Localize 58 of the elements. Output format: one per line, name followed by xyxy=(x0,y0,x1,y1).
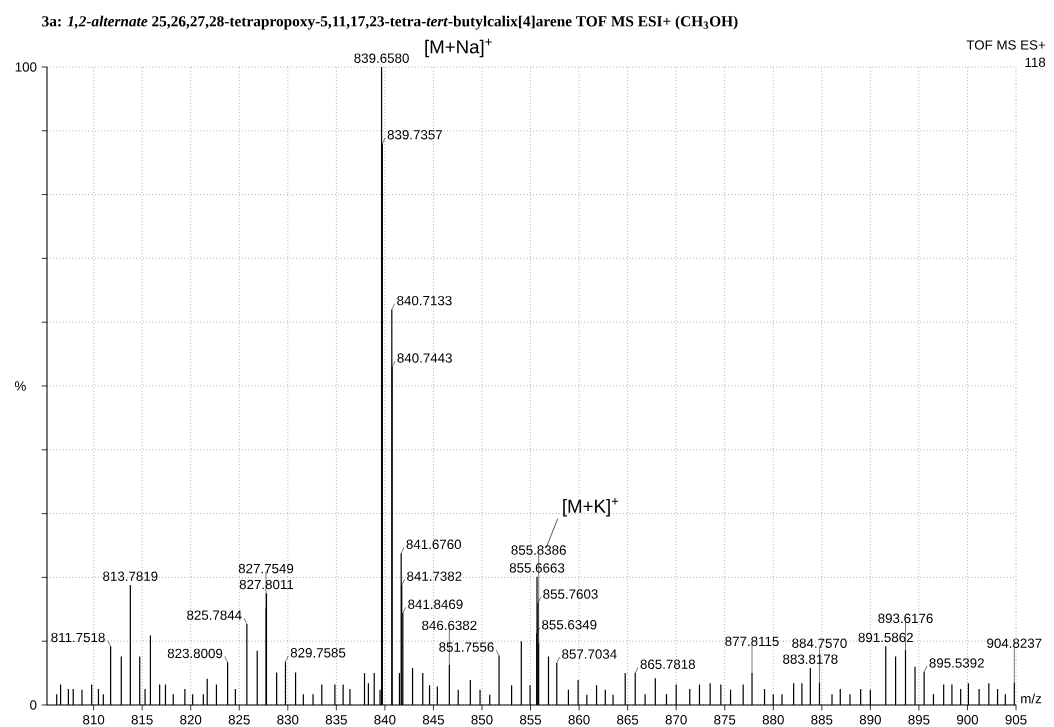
x-tick-label: 820 xyxy=(180,715,202,725)
annotation: 827.7549 xyxy=(238,563,294,574)
x-tick-label: 875 xyxy=(714,715,736,725)
annotation: 855.6663 xyxy=(509,563,565,573)
annotation: 839.7357 xyxy=(387,130,443,140)
x-tick-label: 830 xyxy=(277,715,299,725)
annotation: 893.6176 xyxy=(878,613,933,624)
annotation: 841.7382 xyxy=(407,571,462,581)
annotation: 855.7603 xyxy=(543,589,598,599)
annotation: 857.7034 xyxy=(562,649,617,659)
text: 118 xyxy=(1025,57,1046,68)
annotation: 829.7585 xyxy=(290,648,346,658)
annotation: [M+K]$^{+}$ xyxy=(563,498,619,517)
annotation: 865.7818 xyxy=(640,659,696,669)
annotation: 839.6580 xyxy=(354,53,409,63)
annotation: 851.7556 xyxy=(439,642,494,652)
annotation: 823.8009 xyxy=(167,648,223,659)
annotation: 825.7844 xyxy=(187,610,242,620)
annotation: 827.8011 xyxy=(239,579,294,590)
annotation: 891.5862 xyxy=(858,632,913,643)
x-tick-label: 865 xyxy=(617,715,639,725)
annotation: 904.8237 xyxy=(987,638,1042,648)
y-tick-label: 0 xyxy=(30,700,37,710)
annotation: 877.8115 xyxy=(725,636,779,647)
x-tick-label: 880 xyxy=(762,715,784,725)
x-tick-label: 810 xyxy=(83,715,105,725)
annotation: 895.5392 xyxy=(929,658,984,668)
x-tick-label: 855 xyxy=(520,715,542,725)
x-tick-label: 850 xyxy=(471,715,493,725)
x-tick-label: 840 xyxy=(374,715,396,725)
x-tick-label: 895 xyxy=(908,715,930,725)
annotation: 840.7133 xyxy=(397,295,452,306)
chart-title: 3a: 1,2-alternate 25,26,27,28-tetrapropoxy-5,11,17,23-tetra-tert-butylcalix[4]arene TOF MS ESI+ (CH$_{3}$OH) xyxy=(42,15,738,30)
x-tick-label: 860 xyxy=(568,715,590,725)
annotation: 855.8386 xyxy=(511,545,566,555)
annotation: 813.7819 xyxy=(103,571,158,581)
annotation: 840.7443 xyxy=(397,353,452,363)
annotation: 841.8469 xyxy=(408,599,463,610)
x-tick-label: 845 xyxy=(422,715,444,725)
x-tick-label: 825 xyxy=(228,715,250,725)
annotation: 855.6349 xyxy=(542,620,597,630)
x-axis-title: m/z xyxy=(1021,693,1042,704)
annotation: 846.6382 xyxy=(422,620,477,631)
chart-subtitle: TOF MS ES+ xyxy=(966,40,1046,50)
y-tick-label: 100 xyxy=(15,62,37,72)
x-tick-label: 885 xyxy=(811,715,833,725)
x-tick-label: 900 xyxy=(956,715,979,725)
x-tick-label: 870 xyxy=(665,715,687,725)
x-tick-label: 835 xyxy=(325,715,347,725)
text: [M+Na]$^{+}$ xyxy=(425,38,492,58)
annotation: 884.7570 xyxy=(792,638,847,648)
annotation: 841.6760 xyxy=(406,539,462,550)
x-tick-label: 815 xyxy=(131,715,153,725)
annotation: 883.8178 xyxy=(783,654,838,664)
x-tick-label: 905 xyxy=(1005,715,1027,725)
y-axis-title: % xyxy=(14,381,26,391)
annotation: 811.7518 xyxy=(51,632,105,643)
x-tick-label: 890 xyxy=(859,715,881,725)
